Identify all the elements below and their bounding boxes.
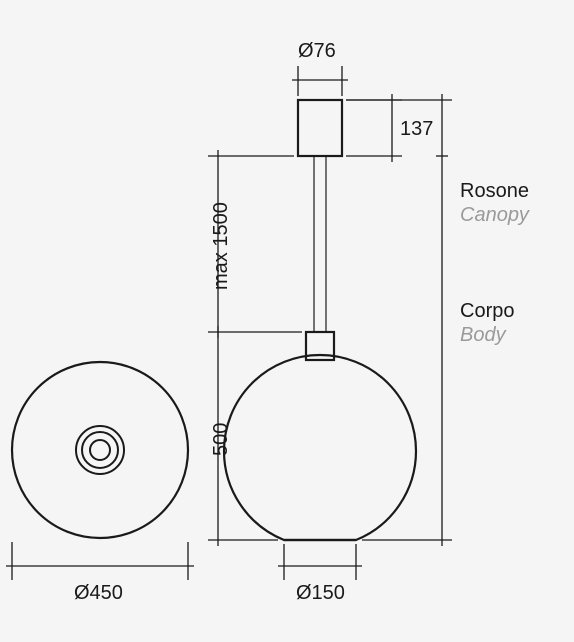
canopy-diameter-label: Ø76 bbox=[298, 40, 336, 63]
plan-diameter-label: Ø450 bbox=[74, 582, 123, 605]
technical-drawing: Ø76 137 Rosone Canopy Corpo Body max 150… bbox=[0, 0, 574, 642]
body-name-en: Body bbox=[460, 324, 506, 347]
canopy-name-en: Canopy bbox=[460, 204, 529, 227]
body-name-it: Corpo bbox=[460, 300, 514, 323]
body-height-label: 500 bbox=[210, 423, 233, 456]
canopy-height-label: 137 bbox=[400, 118, 433, 141]
cable-max-label: max 1500 bbox=[210, 202, 233, 290]
body-base-diameter-label: Ø150 bbox=[296, 582, 345, 605]
canopy-name-it: Rosone bbox=[460, 180, 529, 203]
